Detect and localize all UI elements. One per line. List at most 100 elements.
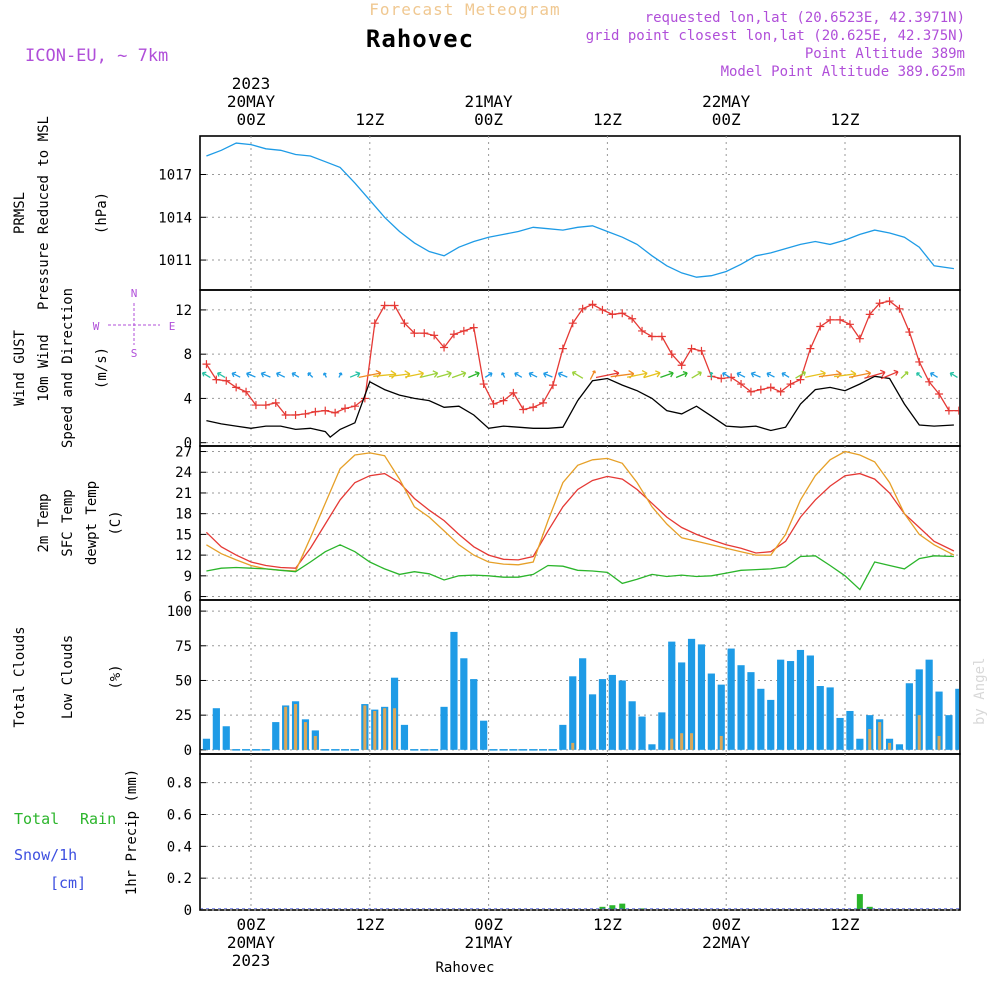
- axis-label-clouds: (%): [108, 664, 124, 689]
- model-altitude: Model Point Altitude 389.625m: [721, 64, 965, 80]
- low-cloud-bar: [383, 708, 387, 750]
- gust-marker: [717, 374, 726, 383]
- total-cloud-bar: [717, 684, 725, 750]
- gust-marker: [628, 314, 637, 323]
- axis-label-wind: (m/s): [94, 347, 110, 389]
- low-cloud-bar: [690, 733, 694, 750]
- ytick-label-clouds: 0: [184, 743, 192, 759]
- wind-direction-arrow: [781, 371, 790, 378]
- wind-direction-arrow: [543, 371, 553, 378]
- bottom-time-label: 12Z: [355, 915, 384, 934]
- gust-marker: [301, 409, 310, 418]
- ytick-label-wind: 12: [175, 303, 192, 319]
- wind-direction-arrow: [246, 371, 256, 378]
- gust-marker: [311, 407, 320, 416]
- top-time-label: 00Z: [474, 110, 503, 129]
- gust-marker: [558, 344, 567, 353]
- series-line-prmsl: [206, 142, 954, 278]
- total-cloud-bar: [925, 659, 933, 750]
- ytick-label-precip: 0.6: [167, 807, 192, 823]
- gust-marker: [321, 406, 330, 415]
- gust-marker: [598, 305, 607, 314]
- ytick-label-temperature: 15: [175, 527, 192, 543]
- ytick-label-precip: 0.4: [167, 839, 192, 855]
- gust-marker: [430, 331, 439, 340]
- top-time-label: 12Z: [593, 110, 622, 129]
- top-time-label: 00Z: [237, 110, 266, 129]
- compass-w: W: [93, 320, 100, 333]
- wind-direction-arrow: [626, 370, 648, 378]
- low-cloud-bar: [868, 729, 872, 750]
- gust-marker: [885, 297, 894, 306]
- bottom-time-label: 12Z: [593, 915, 622, 934]
- wind-direction-arrow: [514, 371, 523, 378]
- bottom-time-label: 21MAY: [465, 933, 514, 952]
- top-time-label: 12Z: [831, 110, 860, 129]
- ytick-label-wind: 8: [184, 347, 192, 363]
- gust-marker: [539, 398, 548, 407]
- gust-marker: [420, 329, 429, 338]
- wind-direction-arrow: [322, 372, 327, 378]
- total-cloud-bar: [816, 686, 824, 750]
- series-line-dewpt-temp: [206, 544, 954, 591]
- total-cloud-bar: [480, 720, 488, 750]
- top-time-label: 00Z: [712, 110, 741, 129]
- gust-marker: [251, 401, 260, 410]
- gust-marker: [410, 329, 419, 338]
- ytick-label-pressure: 1017: [158, 168, 192, 184]
- total-cloud-bar: [450, 631, 458, 750]
- total-cloud-bar: [895, 744, 904, 750]
- gust-marker: [618, 309, 627, 318]
- wind-direction-arrow: [864, 369, 886, 379]
- total-cloud-bar: [826, 687, 834, 750]
- low-cloud-bar: [917, 715, 921, 750]
- wind-direction-arrow: [436, 370, 452, 378]
- wind-direction-arrow: [338, 372, 343, 378]
- credit-watermark: by Angel: [972, 658, 988, 725]
- wind-direction-arrow: [373, 370, 397, 379]
- wind-direction-arrow: [880, 369, 899, 380]
- gust-marker: [746, 387, 755, 396]
- axis-label-temperature: (C): [108, 510, 124, 535]
- gust-marker: [806, 344, 815, 353]
- wind-direction-arrow: [750, 371, 761, 378]
- plot-area-wind: [201, 297, 959, 438]
- total-cloud-bar: [598, 679, 607, 750]
- gust-marker: [756, 385, 765, 394]
- compass-e: E: [169, 320, 176, 333]
- total-cloud-bar: [222, 726, 230, 750]
- gust-marker: [944, 406, 953, 415]
- gust-marker: [548, 381, 557, 390]
- wind-direction-arrow: [528, 371, 538, 378]
- total-cloud-bar: [777, 659, 785, 750]
- total-cloud-bar: [400, 724, 409, 750]
- total-cloud-bar: [846, 710, 854, 750]
- total-cloud-bar: [935, 691, 943, 750]
- wind-direction-arrow: [929, 371, 938, 378]
- gust-marker: [261, 401, 270, 410]
- total-cloud-bar: [212, 708, 220, 750]
- low-cloud-bar: [393, 708, 397, 750]
- gust-marker: [845, 320, 854, 329]
- gust-marker: [469, 323, 478, 332]
- total-cloud-bar: [569, 676, 577, 750]
- wind-direction-arrow: [643, 370, 661, 379]
- top-time-label: 12Z: [355, 110, 384, 129]
- ytick-label-temperature: 18: [175, 507, 192, 523]
- total-cloud-bar: [658, 712, 666, 750]
- gust-marker: [954, 406, 959, 415]
- wind-direction-arrow: [589, 370, 596, 380]
- gust-marker: [499, 396, 508, 405]
- precip-legend-0: Total: [14, 810, 59, 828]
- series-line-sfc-temp: [206, 450, 955, 572]
- axis-label-pressure: Pressure Reduced to MSL: [36, 116, 52, 310]
- gust-marker: [925, 377, 934, 386]
- low-cloud-bar: [937, 735, 941, 750]
- total-cloud-bar: [668, 641, 676, 750]
- total-cloud-bar: [757, 688, 765, 750]
- ytick-label-temperature: 12: [175, 548, 192, 564]
- wind-direction-arrow: [216, 371, 226, 378]
